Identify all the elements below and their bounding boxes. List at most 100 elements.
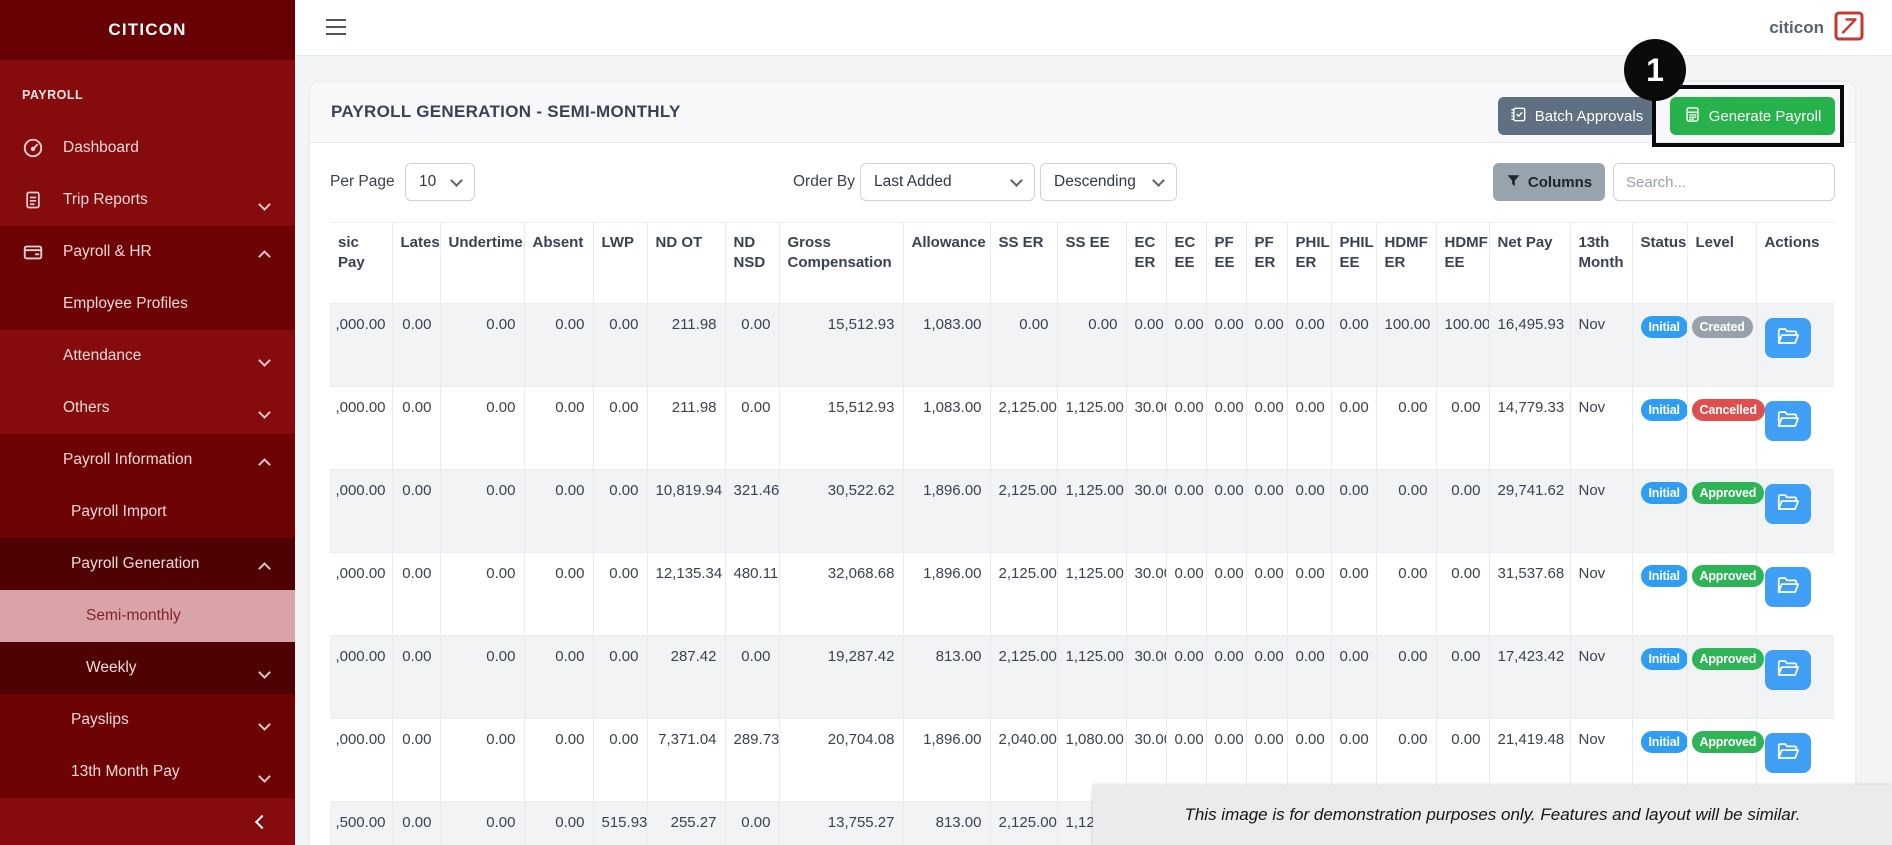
level-badge: Approved: [1691, 731, 1765, 753]
table-cell: 2,125.00: [990, 469, 1058, 553]
col-sic-pay: sic Pay: [330, 222, 393, 304]
navbar-brand[interactable]: citicon: [1769, 0, 1864, 56]
table-cell: 0.00: [440, 635, 525, 719]
table-cell: 0.00: [1436, 552, 1490, 636]
table-cell: 813.00: [903, 635, 991, 719]
batch-approvals-button[interactable]: Batch Approvals: [1498, 97, 1655, 135]
chevron-down-icon: [450, 173, 463, 187]
table-cell: 1,083.00: [903, 386, 991, 470]
columns-button[interactable]: Columns: [1493, 163, 1605, 201]
level-badge: Approved: [1691, 482, 1765, 504]
table-cell: ,000.00: [330, 386, 393, 470]
open-payroll-button[interactable]: [1764, 650, 1811, 690]
open-payroll-button[interactable]: [1764, 484, 1811, 524]
table-cell: 0.00: [524, 552, 594, 636]
sidebar-item-dashboard[interactable]: Dashboard: [0, 122, 295, 174]
sidebar-item-trip-reports[interactable]: Trip Reports: [0, 174, 295, 226]
table-cell: 0.00: [1287, 386, 1332, 470]
hamburger-menu-icon[interactable]: [326, 19, 346, 40]
gauge-icon: [22, 137, 44, 159]
table-cell: 0.00: [1287, 552, 1332, 636]
table-cell: 29,741.62: [1489, 469, 1571, 553]
sidebar-item-attendance[interactable]: Attendance: [0, 330, 295, 382]
sidebar-item-payroll-hr[interactable]: Payroll & HR: [0, 226, 295, 278]
col-actions: Actions: [1764, 234, 1820, 251]
sidebar-item-semi-monthly[interactable]: Semi-monthly: [0, 590, 295, 642]
table-cell: 0.00: [725, 635, 780, 719]
table-cell: 0.00: [1287, 469, 1332, 553]
sidebar-item-payslips[interactable]: Payslips: [0, 694, 295, 746]
generate-payroll-button[interactable]: Generate Payroll: [1670, 97, 1835, 135]
table-cell: 32,068.68: [779, 552, 904, 636]
table-cell: Created: [1687, 303, 1757, 387]
order-direction-select[interactable]: Descending: [1040, 163, 1177, 201]
table-cell: 17,423.42: [1489, 635, 1571, 719]
sidebar-item-payroll-generation[interactable]: Payroll Generation: [0, 538, 295, 590]
table-cell: Initial: [1632, 635, 1688, 719]
table-cell: 0.00: [990, 303, 1058, 387]
per-page-select[interactable]: 10: [405, 163, 475, 201]
sidebar-item-13th-month-pay[interactable]: 13th Month Pay: [0, 746, 295, 798]
table-cell: 0.00: [593, 386, 648, 470]
table-cell: 0.00: [524, 718, 594, 802]
table-cell: 480.11: [725, 552, 780, 636]
status-badge: Initial: [1640, 399, 1686, 421]
table-cell: 0.00: [392, 303, 441, 387]
table-cell: ,000.00: [330, 469, 393, 553]
col-nd-nsd: ND NSD: [725, 222, 780, 304]
search-input[interactable]: [1613, 163, 1835, 201]
payroll-table: sic Pay Lates Undertime Absent LWP ND OT ND NS…: [330, 222, 1834, 845]
sidebar-item-label: Payroll Import: [71, 503, 167, 520]
table-cell: 321.46: [725, 469, 780, 553]
folder-open-icon: [1776, 741, 1800, 765]
table-cell: 1,083.00: [903, 303, 991, 387]
table-cell: 0.00: [1331, 552, 1377, 636]
col-ss-er: SS ER: [990, 222, 1058, 304]
order-by-select[interactable]: Last Added: [860, 163, 1035, 201]
table-row: ,000.00 0.00 0.00 0.00 0.00 211.98 0.00 15,512.…: [330, 386, 1834, 470]
filter-row: Per Page 10 Order By Last Added Descendi…: [310, 143, 1855, 222]
sidebar-item-payroll-information[interactable]: Payroll Information: [0, 434, 295, 486]
sidebar-item-label: Semi-monthly: [86, 607, 181, 624]
table-cell: 0.00: [1287, 635, 1332, 719]
sidebar-item-weekly[interactable]: Weekly: [0, 642, 295, 694]
citicon-logo-icon: [1834, 11, 1864, 46]
table-cell: Nov: [1570, 552, 1633, 636]
table-cell: 30,522.62: [779, 469, 904, 553]
table-cell: 2,040.00: [990, 718, 1058, 802]
table-cell: 211.98: [647, 303, 726, 387]
sidebar-item-employee-profiles[interactable]: Employee Profiles: [0, 278, 295, 330]
open-payroll-button[interactable]: [1764, 733, 1811, 773]
table-cell: 0.00: [593, 635, 648, 719]
table-cell: 0.00: [1057, 303, 1127, 387]
table-cell: 2,125.00: [990, 386, 1058, 470]
sidebar-item-label: Attendance: [63, 347, 142, 364]
table-cell: 1,125.00: [1057, 469, 1127, 553]
table-cell: 0.00: [1206, 469, 1247, 553]
funnel-icon: [1506, 173, 1521, 192]
table-cell: Nov: [1570, 303, 1633, 387]
table-cell: Approved: [1687, 469, 1765, 553]
sidebar-item-others[interactable]: Others: [0, 382, 295, 434]
table-cell: 2,125.00: [990, 552, 1058, 636]
table-cell: [1756, 386, 1834, 470]
open-payroll-button[interactable]: [1764, 318, 1811, 358]
table-cell: 0.00: [1246, 635, 1288, 719]
table-cell: Initial: [1632, 386, 1688, 470]
open-payroll-button[interactable]: [1764, 567, 1811, 607]
table-cell: [1756, 635, 1834, 719]
page-title: PAYROLL GENERATION - SEMI-MONTHLY: [331, 102, 681, 121]
table-cell: 0.00: [1331, 635, 1377, 719]
open-payroll-button[interactable]: [1764, 401, 1811, 441]
table-cell: 7,371.04: [647, 718, 726, 802]
sidebar-collapse-button[interactable]: [0, 803, 295, 845]
col-13th-month: 13th Month: [1570, 222, 1633, 304]
table-cell: Nov: [1570, 386, 1633, 470]
status-badge: Initial: [1640, 648, 1686, 670]
table-cell: Approved: [1687, 552, 1765, 636]
sidebar-item-payroll-import[interactable]: Payroll Import: [0, 486, 295, 538]
table-cell: 0.00: [524, 635, 594, 719]
table-cell: 10,819.94: [647, 469, 726, 553]
table-cell: 15,512.93: [779, 303, 904, 387]
table-cell: 13,755.27: [779, 801, 904, 845]
